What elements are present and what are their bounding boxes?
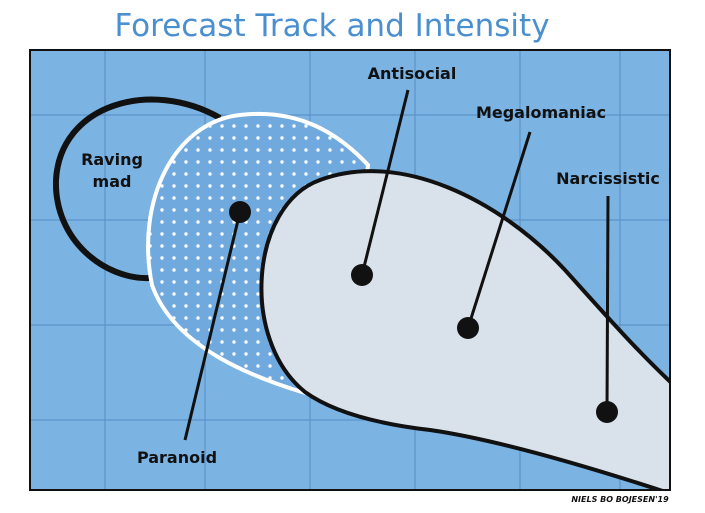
raving-arc [52, 96, 222, 282]
label: Paranoid [137, 448, 217, 467]
label: mad [93, 172, 132, 191]
label: Raving [81, 150, 143, 169]
label: Antisocial [368, 64, 457, 83]
storm-dots [229, 201, 618, 423]
label: Megalomaniac [476, 103, 606, 122]
title: Forecast Track and Intensity [114, 8, 549, 44]
map-border [29, 49, 671, 491]
pointers [183, 89, 610, 441]
label: Narcissistic [556, 169, 660, 188]
signature: NIELS BO BOJESEN'19 [571, 495, 669, 504]
